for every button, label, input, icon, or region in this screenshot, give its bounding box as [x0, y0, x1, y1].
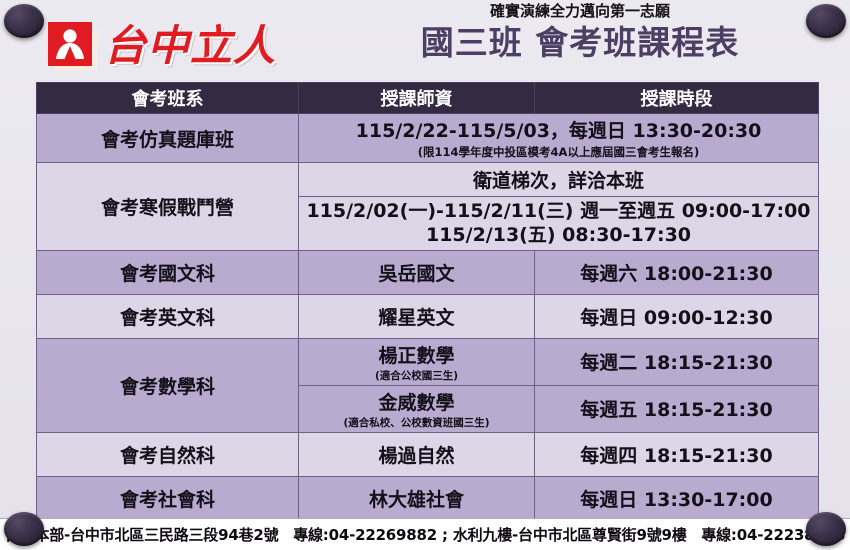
table-row: 金威數學 (適合私校、公校數資班國三生) 每週五 18:15-21:30 [37, 384, 819, 433]
row-schedule: 每週二 18:15-21:30 [534, 337, 819, 386]
column-header-class: 會考班系 [36, 82, 299, 114]
header-tagline: 確實演練全力邁向第一志願 [489, 2, 670, 20]
row-teacher: 金威數學 [378, 391, 455, 414]
row-teacher-cell: 楊正數學 (適合公校國三生) [298, 337, 535, 386]
table-row: 會考社會科 林大雄社會 每週日 13:30-17:00 [36, 475, 819, 521]
row-schedule: 每週四 18:15-21:30 [534, 431, 819, 477]
row-teacher-note: (適合公校國三生) [374, 369, 459, 382]
row-class-name: 會考國文科 [36, 249, 299, 295]
table-row: 會考自然科 楊過自然 每週四 18:15-21:30 [36, 431, 819, 477]
camp-date-line-1: 115/2/02(一)-115/2/11(三) 週一至週五 09:00-17:0… [306, 200, 811, 222]
corner-stud-top-left [4, 4, 44, 38]
row-class-name: 會考數學科 [36, 337, 299, 433]
person-figure-icon [56, 29, 84, 59]
row-class-name: 會考社會科 [36, 475, 299, 521]
row-teacher: 耀星英文 [298, 293, 535, 339]
column-header-schedule: 授課時段 [534, 82, 819, 114]
row-class-name: 會考自然科 [36, 431, 299, 477]
row-merged-detail: 115/2/22-115/5/03，每週日 13:30-20:30 (限114學… [298, 113, 819, 163]
table-row: 會考國文科 吳岳國文 每週六 18:00-21:30 [36, 249, 819, 295]
title-block: 確實演練全力邁向第一志願 國三班 會考班課程表 [350, 2, 810, 63]
row-teacher: 吳岳國文 [298, 249, 535, 295]
camp-dates: 115/2/02(一)-115/2/11(三) 週一至週五 09:00-17:0… [298, 196, 819, 251]
page-header: 台中立人 確實演練全力邁向第一志願 國三班 會考班課程表 [0, 0, 850, 80]
row-main-text: 115/2/22-115/5/03，每週日 13:30-20:30 [355, 120, 762, 142]
row-teacher: 林大雄社會 [298, 475, 535, 521]
row-schedule: 每週日 13:30-17:00 [534, 475, 819, 521]
row-teacher: 楊正數學 [378, 344, 455, 367]
corner-stud-top-right [806, 4, 846, 38]
row-teacher-note: (適合私校、公校數資班國三生) [343, 416, 490, 429]
logo-mark [48, 22, 98, 71]
row-schedule: 每週日 09:00-12:30 [534, 293, 819, 339]
column-header-teacher: 授課師資 [298, 82, 535, 114]
table-row: 會考寒假戰鬥營 衛道梯次，詳洽本班 [36, 162, 819, 251]
row-class-name: 會考寒假戰鬥營 [36, 162, 299, 251]
row-class-name: 會考仿真題庫班 [36, 113, 299, 163]
footer-contact: 台中本部-台中市北區三民路三段94巷2號 專線:04-22269882 ; 水利… [4, 526, 846, 544]
table-header-row: 會考班系 授課師資 授課時段 [36, 82, 819, 114]
table-row: 會考仿真題庫班 115/2/22-115/5/03，每週日 13:30-20:3… [36, 113, 819, 163]
schedule-table: 會考班系 授課師資 授課時段 會考仿真題庫班 115/2/22-115/5/03… [36, 82, 819, 521]
row-teacher-cell: 金威數學 (適合私校、公校數資班國三生) [298, 384, 535, 433]
brand-name: 台中立人 [104, 21, 277, 70]
corner-stud-bottom-left [4, 512, 44, 546]
table-row: 會考數學科 楊正數學 (適合公校國三生) 每週二 18:15-21:30 [36, 337, 819, 433]
brand-logo: 台中立人 [48, 21, 277, 71]
corner-stud-bottom-right [806, 512, 846, 546]
row-class-name: 會考英文科 [36, 293, 299, 339]
page-footer: 台中本部-台中市北區三民路三段94巷2號 專線:04-22269882 ; 水利… [0, 518, 850, 550]
table-row: 會考英文科 耀星英文 每週日 09:00-12:30 [36, 293, 819, 339]
row-schedule: 每週五 18:15-21:30 [534, 384, 819, 433]
page-title: 國三班 會考班課程表 [420, 23, 740, 62]
row-note-text: (限114學年度中投區模考4A以上應屆國三會考生報名) [417, 145, 700, 159]
row-teacher: 楊過自然 [298, 431, 535, 477]
camp-top-text: 衛道梯次，詳洽本班 [298, 162, 819, 197]
camp-date-line-2: 115/2/13(五) 08:30-17:30 [425, 224, 692, 247]
row-schedule: 每週六 18:00-21:30 [534, 249, 819, 295]
table-row: 115/2/02(一)-115/2/11(三) 週一至週五 09:00-17:0… [37, 196, 819, 251]
